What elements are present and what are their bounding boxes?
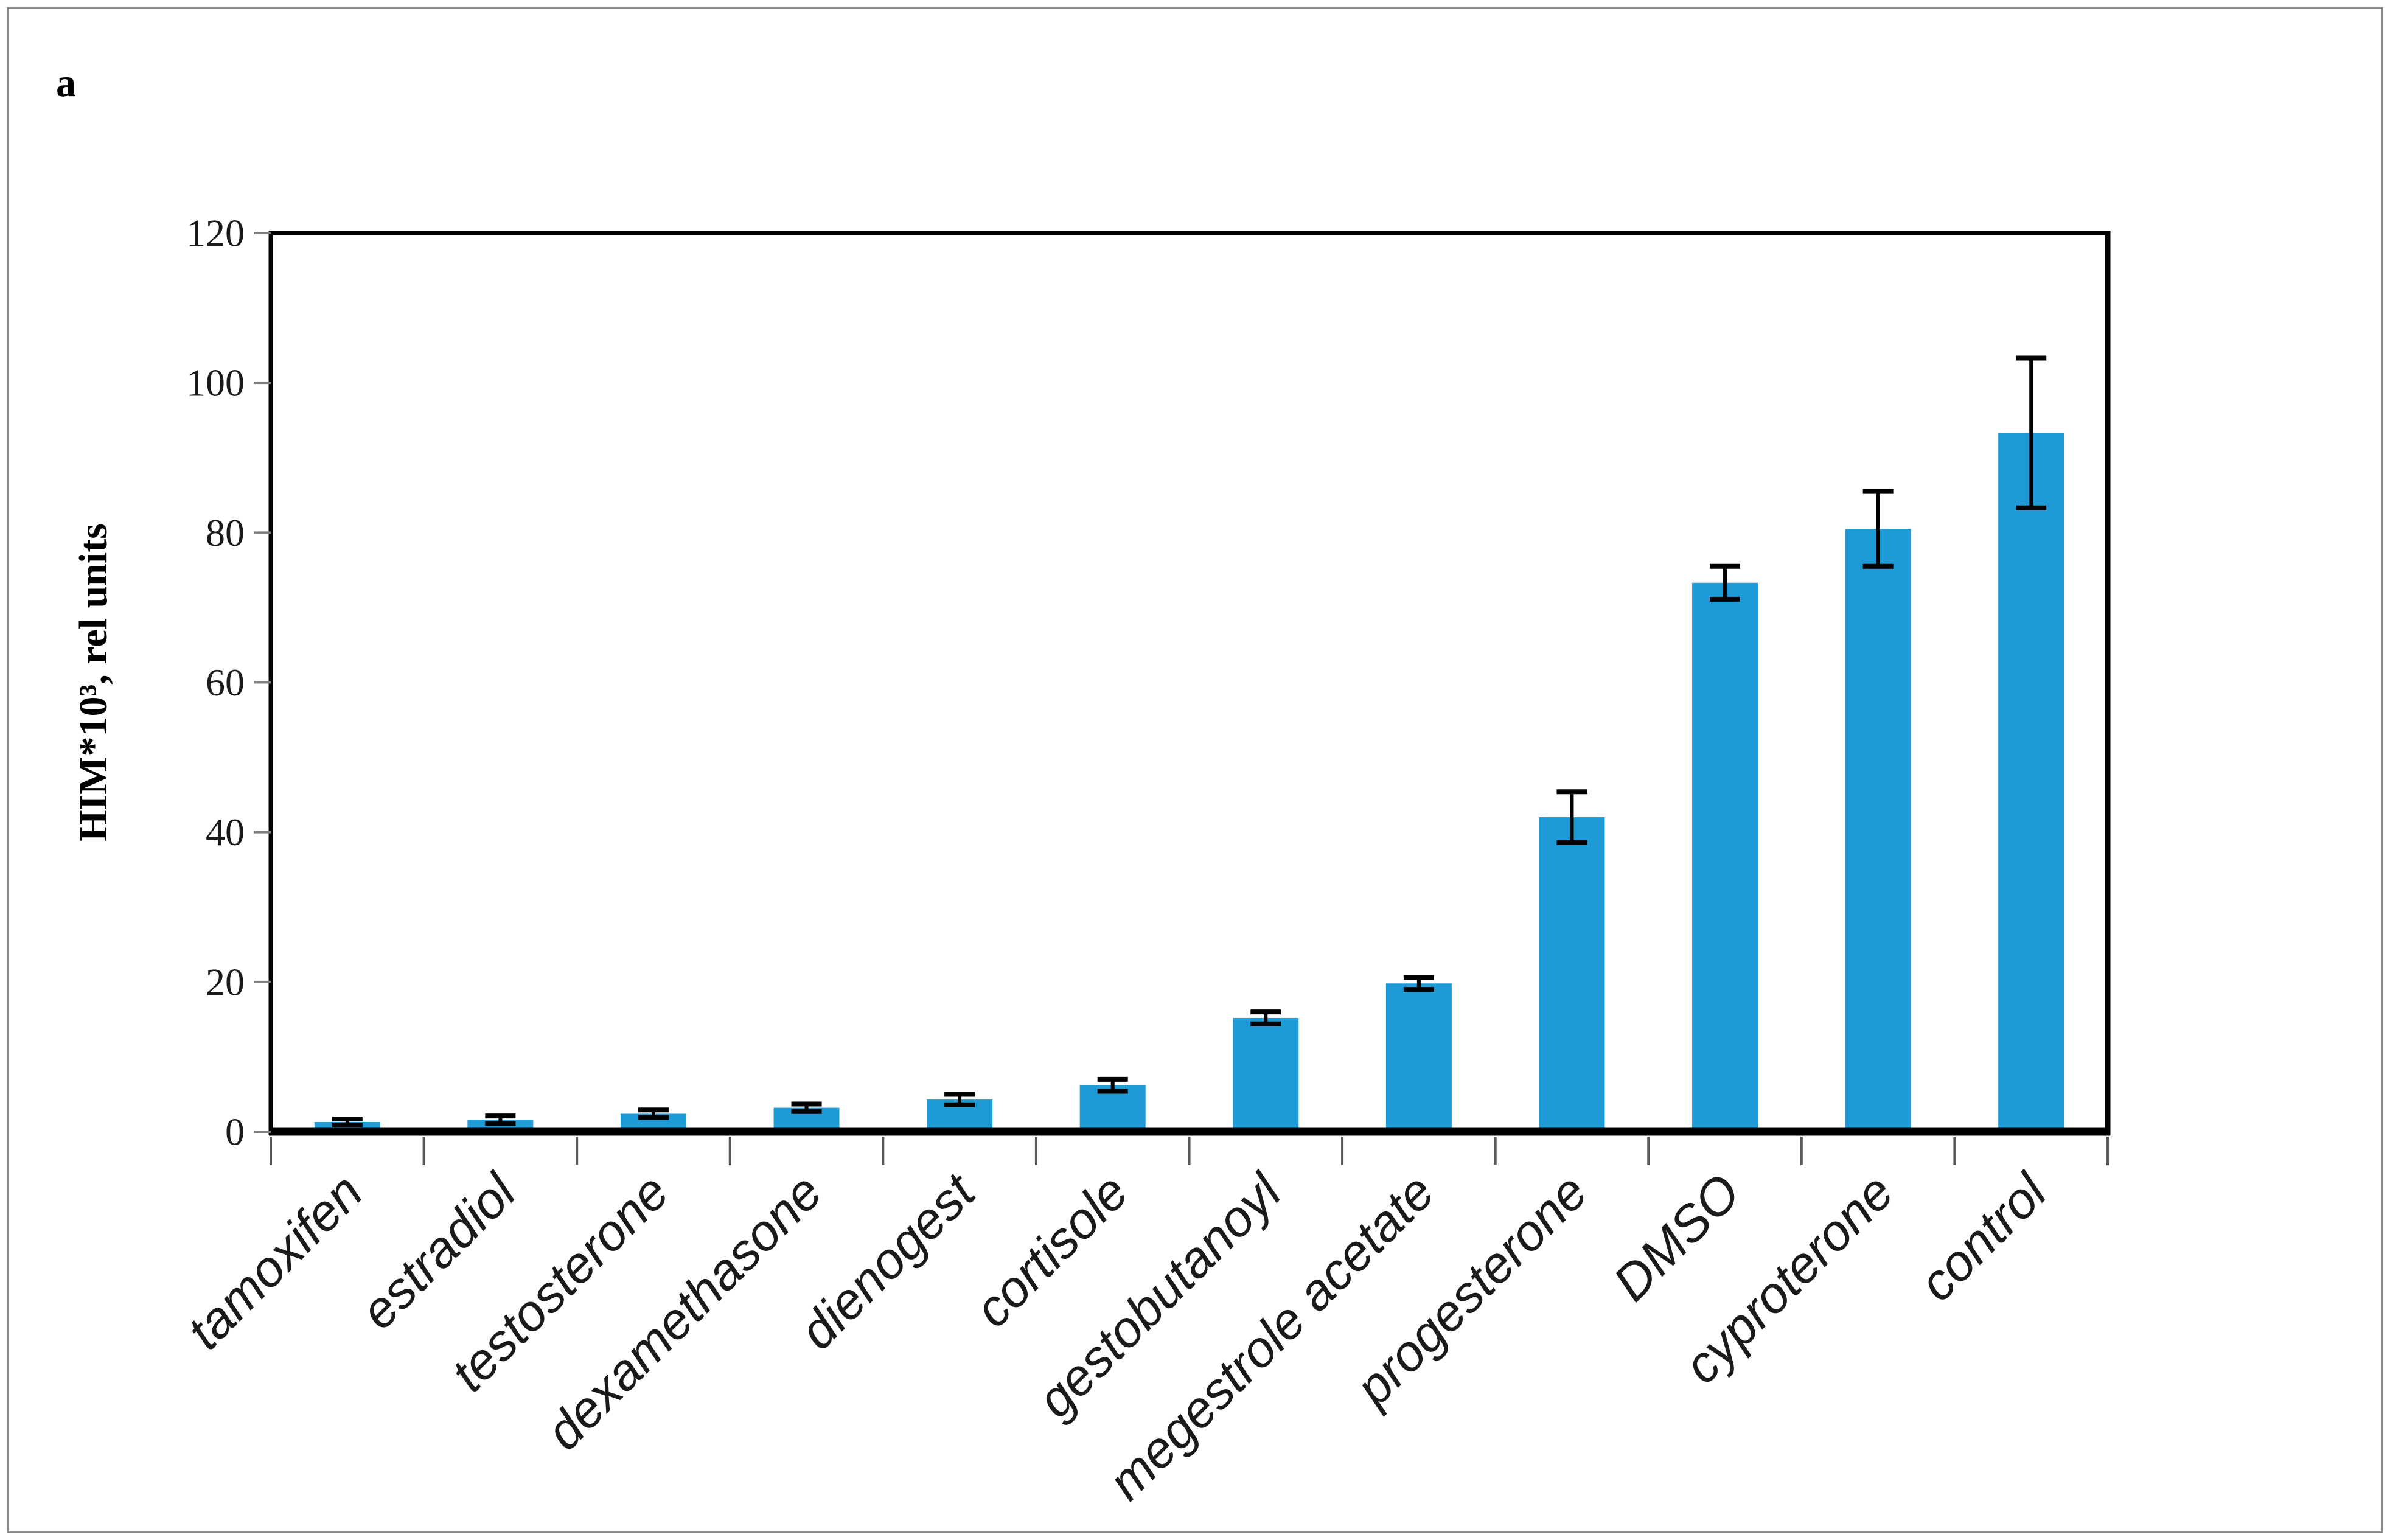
bar-control: [1998, 433, 2064, 1135]
x-label-control: control: [1908, 1162, 2058, 1312]
x-label-tamoxifen: tamoxifen: [176, 1163, 374, 1360]
y-tick-label-60: 60: [206, 661, 245, 704]
bar-DMSO: [1692, 582, 1758, 1135]
y-tick-label-0: 0: [225, 1110, 245, 1154]
x-label-dexamethasone: dexamethasone: [535, 1163, 832, 1460]
y-tick-label-20: 20: [206, 960, 245, 1003]
y-tick-label-100: 100: [186, 361, 245, 405]
x-label-DMSO: DMSO: [1602, 1163, 1751, 1312]
y-tick-label-120: 120: [186, 212, 245, 255]
bar-megestrole-acetate: [1385, 983, 1452, 1135]
y-axis-title: HIM*10³, rel units: [71, 523, 116, 841]
bar-gestobutanoyl: [1233, 1017, 1299, 1135]
bar-progesterone: [1539, 817, 1605, 1135]
figure-border: [7, 7, 2383, 1533]
y-tick-label-80: 80: [206, 511, 245, 554]
bar-cyproterone: [1845, 529, 1911, 1135]
panel-label: a: [56, 61, 76, 105]
y-tick-label-40: 40: [206, 810, 245, 854]
